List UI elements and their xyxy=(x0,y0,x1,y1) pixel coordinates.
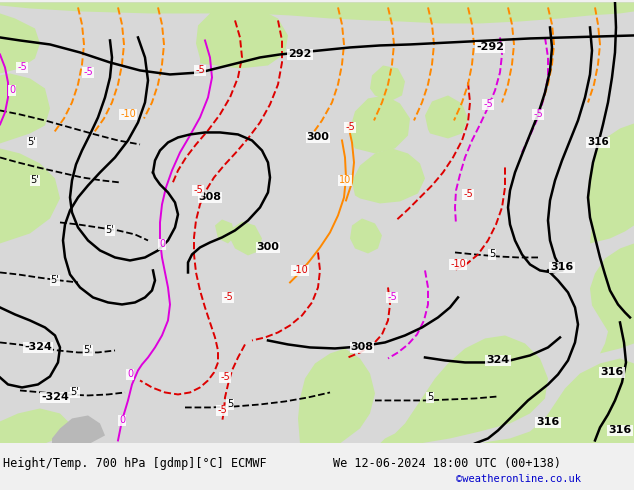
Text: -5: -5 xyxy=(463,190,473,199)
Text: 5': 5' xyxy=(51,275,60,286)
Text: -5: -5 xyxy=(83,68,93,77)
Text: -5: -5 xyxy=(17,62,27,73)
Text: -324: -324 xyxy=(24,343,52,352)
Text: 316: 316 xyxy=(536,417,560,427)
Text: 10: 10 xyxy=(339,175,351,185)
Text: 316: 316 xyxy=(587,138,609,147)
Polygon shape xyxy=(480,359,634,443)
Text: -5: -5 xyxy=(220,372,230,383)
Polygon shape xyxy=(230,221,262,255)
Polygon shape xyxy=(215,220,235,244)
Polygon shape xyxy=(560,418,634,443)
Polygon shape xyxy=(0,2,634,443)
Text: 5': 5' xyxy=(28,138,36,147)
Polygon shape xyxy=(590,244,634,353)
Polygon shape xyxy=(196,5,288,69)
Text: -10: -10 xyxy=(120,109,136,120)
Text: -10: -10 xyxy=(292,266,308,275)
Text: 300: 300 xyxy=(307,132,330,143)
Polygon shape xyxy=(588,123,634,244)
Text: -5: -5 xyxy=(195,66,205,75)
Polygon shape xyxy=(298,348,375,443)
Polygon shape xyxy=(425,96,468,139)
Text: 5': 5' xyxy=(70,388,79,397)
Polygon shape xyxy=(380,336,548,443)
Polygon shape xyxy=(370,66,405,101)
Text: 300: 300 xyxy=(257,243,280,252)
Text: -5: -5 xyxy=(223,293,233,302)
Text: 0: 0 xyxy=(127,369,133,379)
Polygon shape xyxy=(350,219,382,253)
Polygon shape xyxy=(350,96,410,153)
Text: -5: -5 xyxy=(193,185,203,196)
Text: -10: -10 xyxy=(450,259,466,270)
Text: -5: -5 xyxy=(217,405,227,416)
Polygon shape xyxy=(52,416,105,443)
Polygon shape xyxy=(0,409,70,443)
Text: -5: -5 xyxy=(533,109,543,120)
Text: -292: -292 xyxy=(476,43,504,52)
Text: 316: 316 xyxy=(609,425,631,436)
Text: Height/Temp. 700 hPa [gdmp][°C] ECMWF: Height/Temp. 700 hPa [gdmp][°C] ECMWF xyxy=(3,457,267,469)
Text: 0: 0 xyxy=(9,85,15,96)
Text: -5: -5 xyxy=(345,122,355,132)
Text: 5: 5 xyxy=(427,392,433,402)
Text: We 12-06-2024 18:00 UTC (00+138): We 12-06-2024 18:00 UTC (00+138) xyxy=(333,457,561,469)
Text: 0: 0 xyxy=(159,240,165,249)
Text: 292: 292 xyxy=(288,49,312,59)
Text: 308: 308 xyxy=(198,193,221,202)
Text: ©weatheronline.co.uk: ©weatheronline.co.uk xyxy=(456,474,581,484)
Text: 5': 5' xyxy=(84,345,93,355)
Polygon shape xyxy=(352,148,425,203)
Text: -5: -5 xyxy=(483,99,493,109)
Text: 5: 5 xyxy=(489,249,495,259)
Polygon shape xyxy=(0,2,634,24)
Polygon shape xyxy=(0,13,40,74)
Text: 324: 324 xyxy=(486,355,510,366)
Polygon shape xyxy=(0,148,60,244)
Text: 5': 5' xyxy=(106,225,114,236)
Text: 316: 316 xyxy=(550,263,574,272)
Text: 316: 316 xyxy=(600,368,624,377)
Text: 5: 5 xyxy=(227,399,233,410)
Text: -5: -5 xyxy=(387,293,397,302)
Text: 5': 5' xyxy=(30,175,39,185)
Text: 0: 0 xyxy=(119,416,125,425)
Polygon shape xyxy=(0,74,50,144)
Text: 308: 308 xyxy=(351,343,373,352)
Text: -324: -324 xyxy=(41,392,69,402)
